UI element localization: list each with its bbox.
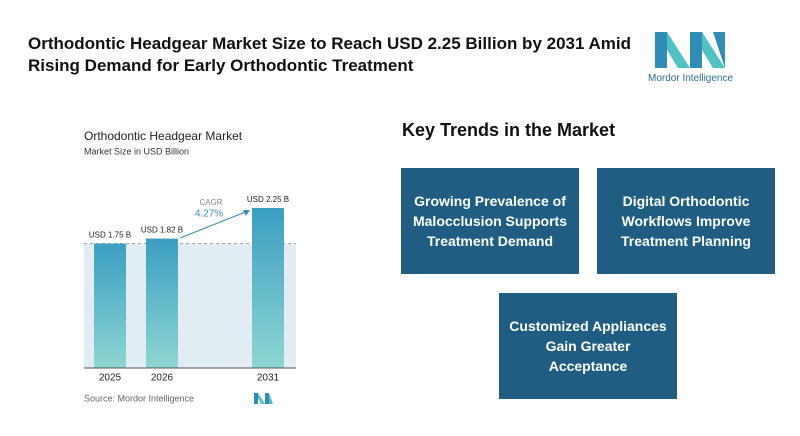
small-logo — [254, 393, 273, 404]
x-tick-label: 2031 — [257, 373, 280, 384]
value-label: USD 1.75 B — [89, 231, 131, 240]
page-title: Orthodontic Headgear Market Size to Reac… — [28, 34, 632, 75]
cagr-value: 4.27% — [195, 209, 223, 220]
x-tick-label: 2026 — [151, 373, 174, 384]
logo — [655, 32, 725, 68]
chart-title: Orthodontic Headgear Market — [84, 129, 243, 143]
source: Source: Mordor Intelligence — [84, 393, 194, 403]
bar — [94, 243, 126, 368]
trend-box: Digital Orthodontic Workflows Improve Tr… — [597, 168, 775, 274]
trend-box: Growing Prevalence of Malocclusion Suppo… — [401, 168, 579, 274]
cagr-label: CAGR — [199, 198, 222, 207]
logo-text: Mordor Intelligence — [648, 73, 734, 84]
x-tick-label: 2025 — [99, 373, 122, 384]
chart-subtitle: Market Size in USD Billion — [84, 146, 189, 156]
value-label: USD 2.25 B — [247, 195, 289, 204]
arrow-head — [243, 210, 250, 216]
value-label: USD 1.82 B — [141, 226, 183, 235]
trends-title: Key Trends in the Market — [402, 120, 616, 140]
trend-box: Customized Appliances Gain Greater Accep… — [499, 293, 677, 399]
cagr-arrow — [179, 210, 249, 239]
bar — [252, 208, 284, 368]
bar — [146, 238, 178, 368]
